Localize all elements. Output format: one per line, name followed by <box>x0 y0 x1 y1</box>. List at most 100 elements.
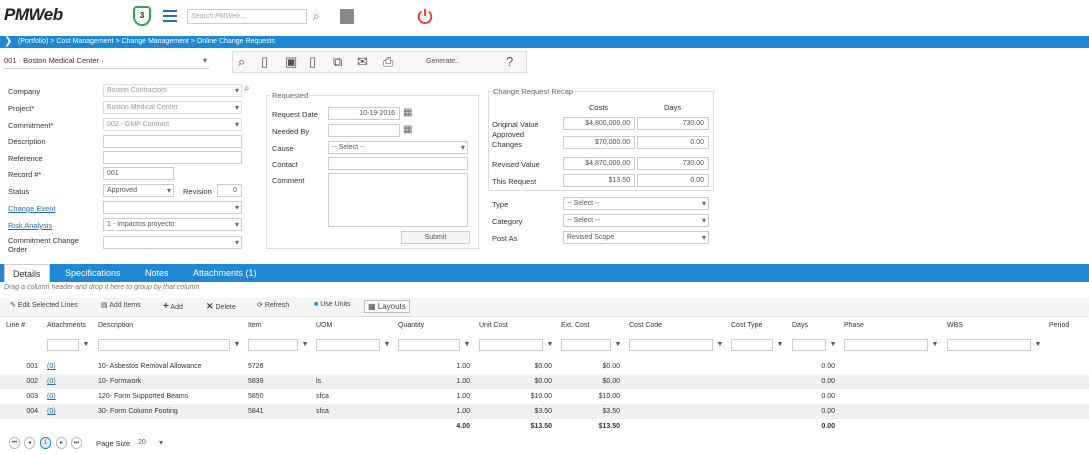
change-event-select[interactable] <box>103 201 242 214</box>
filter-icon[interactable]: ▼ <box>716 341 724 348</box>
find-icon[interactable]: ⌕ <box>238 54 246 69</box>
filter-icon[interactable]: ▼ <box>383 341 391 348</box>
add-button[interactable]: + Add <box>163 301 183 312</box>
column-filter-input[interactable] <box>98 339 230 351</box>
reference-field[interactable] <box>103 151 242 164</box>
column-header[interactable]: Ext. Cost <box>561 322 590 329</box>
cause-select[interactable]: -- Select -- <box>328 141 468 154</box>
request-date-field[interactable]: 10-19-2016 <box>328 107 400 120</box>
column-filter-input[interactable] <box>947 339 1031 351</box>
tab-details[interactable]: Details <box>4 264 50 282</box>
first-page-button[interactable]: ⏮ <box>9 437 20 449</box>
generate-button[interactable]: Generate.. <box>426 58 460 65</box>
filter-icon[interactable]: ▼ <box>233 341 241 348</box>
refresh-button[interactable]: ⟳ Refresh <box>257 302 290 309</box>
filter-icon[interactable]: ▼ <box>301 341 309 348</box>
column-filter-input[interactable] <box>248 339 298 351</box>
filter-icon[interactable]: ▼ <box>1034 341 1042 348</box>
column-header[interactable]: Item <box>248 322 262 329</box>
risk-analysis-link[interactable]: Risk Analysis <box>8 221 53 230</box>
comment-textarea[interactable] <box>328 173 468 227</box>
column-filter-input[interactable] <box>398 339 460 351</box>
add-items-button[interactable]: ▤ Add Items <box>101 302 141 309</box>
filter-icon[interactable]: ▼ <box>931 341 939 348</box>
column-header[interactable]: Attachments <box>47 322 86 329</box>
table-cell-att[interactable]: (0) <box>47 363 56 370</box>
column-header[interactable]: WBS <box>947 322 963 329</box>
filter-icon[interactable]: ▼ <box>82 341 90 348</box>
tab-specifications[interactable]: Specifications <box>65 268 121 278</box>
column-filter-input[interactable] <box>479 339 543 351</box>
column-filter-input[interactable] <box>792 339 826 351</box>
table-cell-att[interactable]: (0) <box>47 408 56 415</box>
table-cell-att[interactable]: (0) <box>47 393 56 400</box>
calendar-icon[interactable]: ▦ <box>403 107 413 118</box>
column-header[interactable]: Cost Code <box>629 322 663 329</box>
column-filter-input[interactable] <box>316 339 380 351</box>
status-select[interactable]: Approved <box>103 184 174 197</box>
needed-by-field[interactable] <box>328 124 400 137</box>
revision-field[interactable]: 0 <box>217 184 242 197</box>
calendar-icon[interactable]: ▦ <box>403 124 413 135</box>
column-header[interactable]: Description <box>98 322 134 329</box>
media-icon[interactable] <box>340 9 354 24</box>
post-as-select[interactable]: Revised Scope <box>563 231 709 244</box>
print-icon[interactable]: ⎙ <box>383 54 394 69</box>
use-units-toggle[interactable]: ■ Use Units <box>314 301 351 308</box>
delete-icon[interactable]: ▯ <box>309 54 317 69</box>
delete-button[interactable]: ✕ Delete <box>206 301 236 311</box>
email-icon[interactable]: ✉ <box>357 54 368 69</box>
search-input[interactable]: Search PMWeb... <box>187 9 307 24</box>
filter-icon[interactable]: ▼ <box>463 341 471 348</box>
last-page-button[interactable]: ⏭ <box>71 437 82 449</box>
risk-analysis-select[interactable]: 1 - Impactos proyecto <box>103 218 242 231</box>
filter-icon[interactable]: ▼ <box>546 341 554 348</box>
search-icon[interactable]: ⌕ <box>313 9 320 23</box>
company-select[interactable]: Boston Contractors <box>103 84 242 97</box>
column-filter-input[interactable] <box>844 339 928 351</box>
column-header[interactable]: Unit Cost <box>479 322 508 329</box>
column-filter-input[interactable] <box>47 339 79 351</box>
description-field[interactable] <box>103 135 242 148</box>
type-select[interactable]: -- Select -- <box>563 197 709 210</box>
filter-icon[interactable]: ▼ <box>776 341 784 348</box>
tab-notes[interactable]: Notes <box>145 268 169 278</box>
column-header[interactable]: Cost Type <box>731 322 763 329</box>
breadcrumb[interactable]: (Portfolio) > Cost Management > Change M… <box>0 36 1089 48</box>
column-filter-input[interactable] <box>629 339 713 351</box>
project-select[interactable]: Boston Medical Center <box>103 101 242 114</box>
page-number[interactable]: 1 <box>40 437 51 449</box>
prev-page-button[interactable]: ◂ <box>24 437 35 449</box>
table-cell-att[interactable]: (0) <box>47 378 56 385</box>
cco-select[interactable] <box>103 236 242 249</box>
project-selector[interactable]: 001 · Boston Medical Center · <box>4 53 209 69</box>
table-row[interactable]: 003 (0) 120- Form Supported Beams 5850 sfca 1… <box>0 389 1089 404</box>
record-field[interactable]: 001 <box>103 167 174 180</box>
contact-field[interactable] <box>328 157 468 170</box>
power-icon[interactable] <box>416 7 434 25</box>
menu-icon[interactable] <box>163 10 177 22</box>
column-header[interactable]: Period <box>1049 322 1070 329</box>
app-logo[interactable]: PMWeb <box>4 5 63 24</box>
column-header[interactable]: UOM <box>316 322 333 329</box>
filter-icon[interactable]: ▼ <box>829 341 837 348</box>
layouts-button[interactable]: ▦ Layouts <box>364 300 410 313</box>
column-header[interactable]: Line # <box>6 322 26 329</box>
copy-icon[interactable]: ⧉ <box>333 54 343 69</box>
commitment-select[interactable]: 002 - GMP Contract <box>103 118 242 131</box>
table-row[interactable]: 004 (0) 30- Form Column Footing 5841 sfca 1.0… <box>0 404 1089 419</box>
new-icon[interactable]: ▯ <box>261 54 269 69</box>
company-search-icon[interactable]: ⌕ <box>244 83 250 94</box>
column-header[interactable]: Phase <box>844 322 864 329</box>
page-size-select[interactable]: 20 <box>135 437 165 450</box>
change-event-link[interactable]: Change Event <box>8 204 56 213</box>
submit-button[interactable]: Submit <box>401 231 470 244</box>
column-filter-input[interactable] <box>561 339 611 351</box>
column-header[interactable]: Days <box>792 322 808 329</box>
tab-attachments[interactable]: Attachments (1) <box>193 268 257 278</box>
help-icon[interactable]: ? <box>506 54 514 69</box>
category-select[interactable]: -- Select -- <box>563 214 709 227</box>
save-icon[interactable]: ▣ <box>285 54 298 69</box>
edit-lines-button[interactable]: ✎ Edit Selected Lines <box>10 302 78 309</box>
next-page-button[interactable]: ▸ <box>56 437 67 449</box>
